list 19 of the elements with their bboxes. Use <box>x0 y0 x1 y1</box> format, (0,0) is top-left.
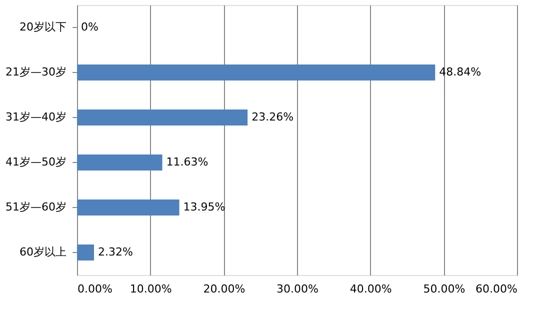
y-tick-label: 51岁—60岁 <box>6 200 66 214</box>
x-tick-label: 10.00% <box>130 282 172 296</box>
x-tick-label: 30.00% <box>276 282 318 296</box>
data-label: 13.95% <box>183 200 226 214</box>
y-tick-label: 41岁—50岁 <box>6 156 66 168</box>
data-label: 23.26% <box>252 110 294 124</box>
data-label: 2.32% <box>98 246 133 258</box>
y-tick-label: 21岁—30岁 <box>6 66 66 78</box>
data-label: 48.84% <box>439 66 482 78</box>
x-tick-label: 20.00% <box>203 282 246 296</box>
y-tick-label: 20岁以下 <box>20 20 66 34</box>
y-tick-label: 60岁以上 <box>20 246 66 258</box>
y-tick-label: 31岁—40岁 <box>6 110 66 124</box>
data-label: 11.63% <box>166 156 208 168</box>
x-tick-label: 40.00% <box>350 282 392 296</box>
x-tick-label: 60.00% <box>476 282 518 296</box>
x-tick-label: 50.00% <box>423 282 466 296</box>
data-label: 0% <box>81 20 98 34</box>
x-tick-label: 0.00% <box>78 282 112 296</box>
